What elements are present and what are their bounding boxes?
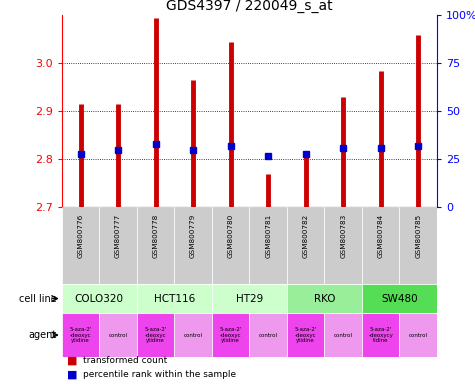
Bar xyxy=(362,207,399,284)
Bar xyxy=(249,207,287,284)
Text: RKO: RKO xyxy=(314,293,335,304)
Text: HT29: HT29 xyxy=(236,293,263,304)
Bar xyxy=(212,313,249,357)
Bar xyxy=(287,207,324,284)
Bar xyxy=(99,207,137,284)
Text: agent: agent xyxy=(29,330,57,340)
Bar xyxy=(399,313,437,357)
Text: control: control xyxy=(108,333,127,338)
Bar xyxy=(62,284,137,313)
Text: 5-aza-2'
-deoxyc
ytidine: 5-aza-2' -deoxyc ytidine xyxy=(69,327,92,343)
Bar xyxy=(324,313,362,357)
Bar xyxy=(62,207,99,284)
Text: COLO320: COLO320 xyxy=(75,293,124,304)
Bar xyxy=(287,284,362,313)
Text: GSM800782: GSM800782 xyxy=(303,214,309,258)
Bar xyxy=(362,284,437,313)
Text: SW480: SW480 xyxy=(381,293,418,304)
Text: GSM800785: GSM800785 xyxy=(415,214,421,258)
Bar xyxy=(212,207,249,284)
Text: GSM800776: GSM800776 xyxy=(77,214,84,258)
Bar xyxy=(174,313,212,357)
Bar xyxy=(137,284,212,313)
Bar xyxy=(99,313,137,357)
Bar xyxy=(62,313,99,357)
Text: ■: ■ xyxy=(66,356,77,366)
Text: GSM800780: GSM800780 xyxy=(228,214,234,258)
Text: control: control xyxy=(408,333,428,338)
Text: GSM800783: GSM800783 xyxy=(340,214,346,258)
Bar xyxy=(137,313,174,357)
Text: ■: ■ xyxy=(66,369,77,379)
Bar xyxy=(287,313,324,357)
Bar xyxy=(362,313,399,357)
Text: 5-aza-2'
-deoxycy
tidine: 5-aza-2' -deoxycy tidine xyxy=(368,327,393,343)
Bar xyxy=(324,207,362,284)
Text: GSM800777: GSM800777 xyxy=(115,214,121,258)
Text: cell line: cell line xyxy=(19,293,57,304)
Text: percentile rank within the sample: percentile rank within the sample xyxy=(83,370,236,379)
Bar xyxy=(174,207,212,284)
Text: control: control xyxy=(258,333,277,338)
Text: GSM800781: GSM800781 xyxy=(265,214,271,258)
Text: control: control xyxy=(183,333,202,338)
Text: transformed count: transformed count xyxy=(83,356,167,366)
Text: 5-aza-2'
-deoxyc
ytidine: 5-aza-2' -deoxyc ytidine xyxy=(144,327,167,343)
Text: GSM800784: GSM800784 xyxy=(378,214,384,258)
Bar xyxy=(212,284,287,313)
Text: HCT116: HCT116 xyxy=(154,293,195,304)
Text: GSM800778: GSM800778 xyxy=(152,214,159,258)
Text: control: control xyxy=(333,333,352,338)
Title: GDS4397 / 220049_s_at: GDS4397 / 220049_s_at xyxy=(166,0,332,13)
Text: GSM800779: GSM800779 xyxy=(190,214,196,258)
Bar xyxy=(399,207,437,284)
Text: 5-aza-2'
-deoxyc
ytidine: 5-aza-2' -deoxyc ytidine xyxy=(294,327,317,343)
Text: 5-aza-2'
-deoxyc
ytidine: 5-aza-2' -deoxyc ytidine xyxy=(219,327,242,343)
Bar xyxy=(249,313,287,357)
Bar xyxy=(137,207,174,284)
